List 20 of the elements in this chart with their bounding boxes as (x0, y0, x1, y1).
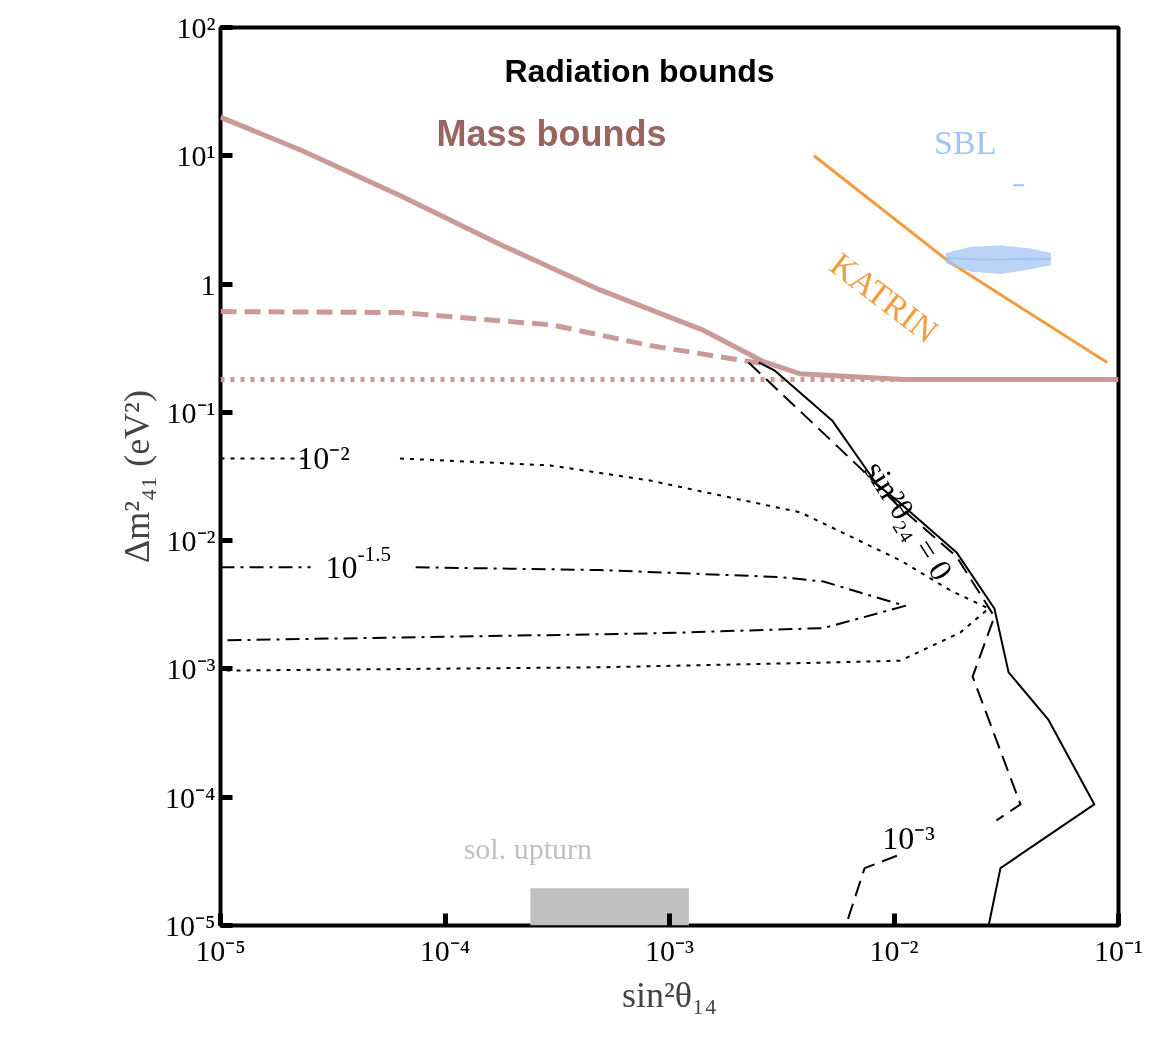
text: SBL (934, 124, 997, 162)
y-tick-label: 10¹ (176, 139, 216, 173)
y-tick-label: 1 (200, 267, 216, 301)
y-axis-title: Δm²₄₁ (eV²) (117, 390, 158, 563)
y-tick-label: 10⁻⁴ (165, 780, 216, 814)
y-tick-label: 10⁻⁵ (165, 909, 216, 942)
series-label: sol. upturn (463, 831, 593, 865)
y-tick-label: 10⁻³ (166, 652, 216, 686)
x-axis-title: sin²θ₁₄ (621, 974, 718, 1015)
x-tick-label: 10⁻² (869, 933, 919, 967)
y-tick-label: 10² (176, 11, 216, 44)
series-label: Mass bounds (436, 112, 667, 154)
x-tick-label: 10⁻⁴ (419, 933, 471, 967)
series-label: 10⁻² (297, 440, 350, 477)
series-label: 10⁻³ (882, 820, 935, 857)
y-tick-label: 10⁻¹ (166, 395, 216, 429)
x-tick-label: 10⁻³ (645, 933, 694, 967)
x-tick-label: 10⁻¹ (1094, 933, 1143, 967)
annotation: Radiation bounds (504, 52, 775, 89)
y-tick-label: 10⁻² (166, 524, 216, 558)
